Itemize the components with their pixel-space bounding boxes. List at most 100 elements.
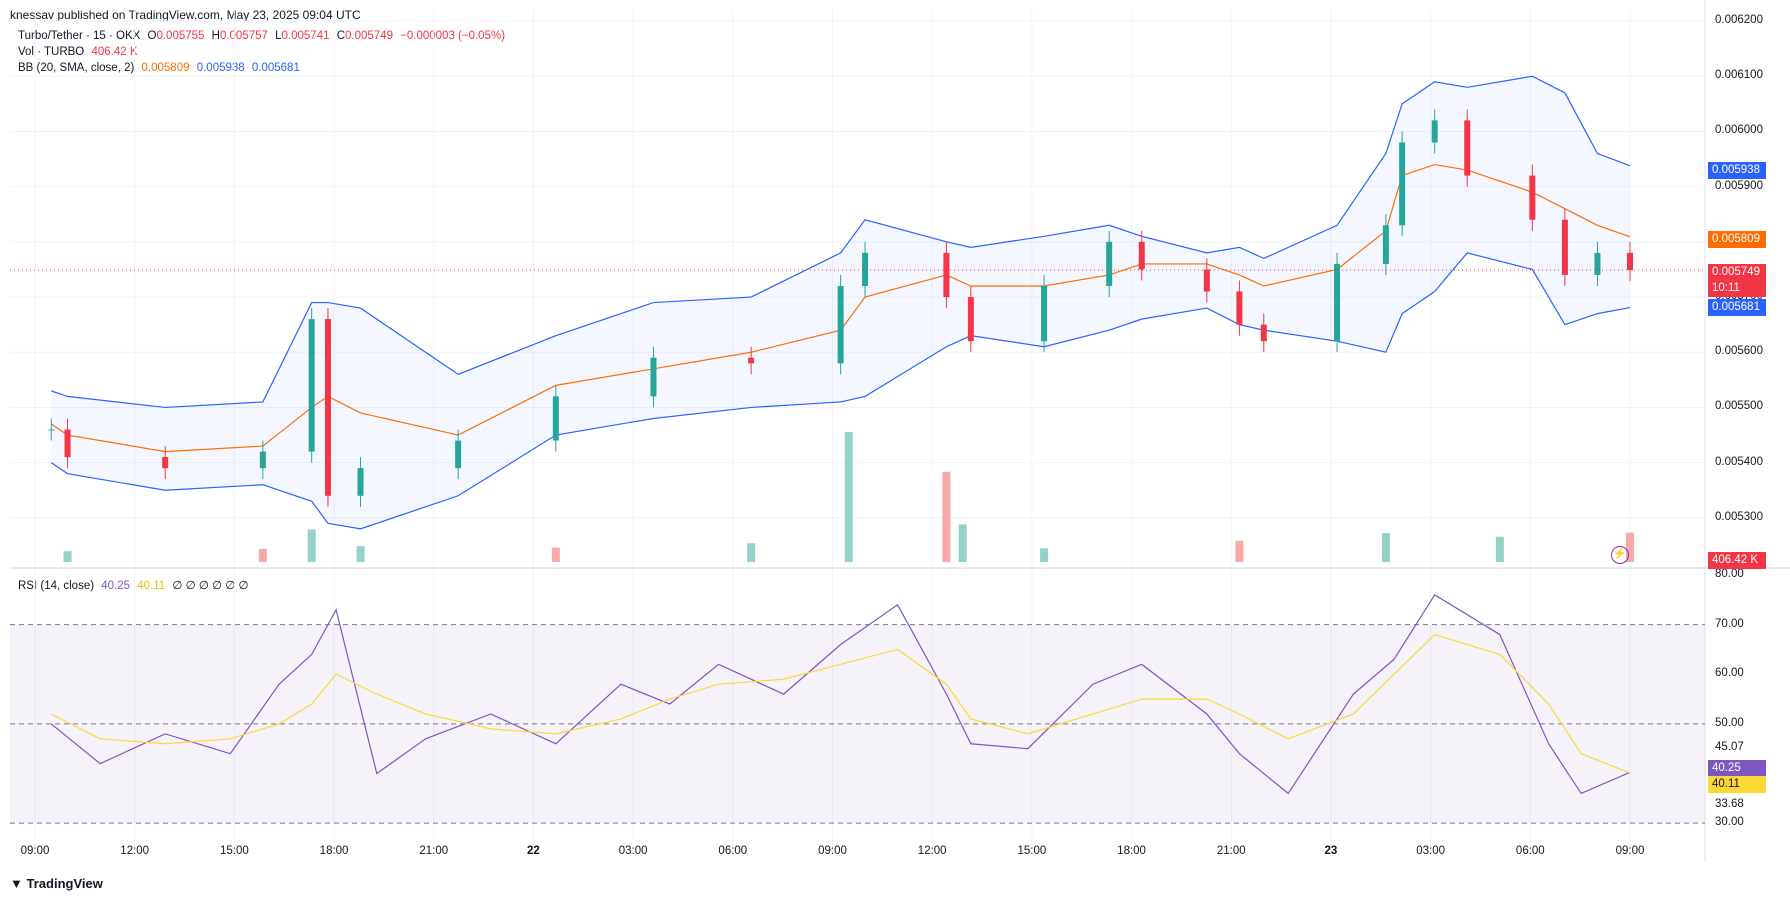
time-tick-label: 22 [527,845,540,857]
rsi-pane [10,594,1705,824]
rsi-extra-values: ∅ ∅ ∅ ∅ ∅ ∅ [172,580,249,592]
time-tick-label: 09:00 [20,845,50,857]
footer-brand: TradingView [26,876,103,891]
time-tick-label: 23 [1324,845,1338,857]
rsi-tick-label: 33.68 [1715,797,1744,810]
candle-body [1594,252,1601,275]
candle-body [650,357,657,397]
grid-lines [10,0,1790,862]
candle-body [1464,120,1471,176]
low-label: L [275,30,282,42]
volume-bar [1495,536,1504,562]
candle-body [308,319,315,452]
time-tick-label: 18:00 [1117,845,1146,857]
volume-bar [356,546,365,562]
time-tick-label: 12:00 [120,845,150,857]
rsi-badge: 40.25 [1708,760,1766,777]
candle-body [1203,269,1210,292]
candle-body [943,252,950,298]
high-value: 0.005757 [219,30,268,42]
candle-body [748,357,755,364]
price-tick-label: 0.005500 [1715,400,1763,413]
volume-bar [63,551,72,562]
price-tick-label: 0.005400 [1715,455,1763,468]
published-header: knessav published on TradingView.com, Ma… [10,8,361,22]
time-tick-label: 09:00 [818,845,847,857]
lightning-icon[interactable]: ⚡ [1611,546,1629,564]
rsi-ma-line [51,633,1631,774]
price-tick-label: 0.006100 [1715,69,1763,82]
candle-body [862,252,869,286]
volume-bar [942,471,951,562]
time-tick-label: 09:00 [1615,845,1645,857]
rsi-legend: RSI (14, close) 40.25 40.11 ∅ ∅ ∅ ∅ ∅ ∅ [18,578,252,592]
rsi-tick-label: 30.00 [1715,816,1744,829]
price-tick-label: 0.006000 [1715,124,1763,137]
candle-body [552,396,559,441]
rsi-tick-label: 50.00 [1715,716,1744,729]
candle-body [1431,120,1438,143]
candle-body [455,440,462,469]
candle-body [967,297,974,342]
bb-label: BB (20, SMA, close, 2) [18,62,135,74]
time-tick-label: 21:00 [1216,845,1246,857]
countdown-badge: 10:11 [1708,280,1766,297]
candle-body [837,286,844,364]
volume-badge: 406.42 K [1708,552,1766,569]
price-tick-label: 0.005900 [1715,179,1763,192]
candle-body [48,429,55,431]
candle-body [1399,142,1406,226]
rsi-line [50,594,1631,795]
symbol-legend: Turbo/Tether · 15 · OKX O0.005755 H0.005… [18,30,509,42]
rsi-value: 40.25 [101,580,131,592]
candle-body [1529,175,1536,220]
time-tick-label: 18:00 [319,845,349,857]
rsi-ma-value: 40.11 [137,580,166,592]
symbol-name: Turbo/Tether · 15 · OKX [18,30,141,42]
volume-bar [1381,533,1390,562]
candle-body [357,468,364,496]
candle-body [1561,219,1568,275]
rsi-tick-label: 70.00 [1715,617,1744,630]
candle-body [324,319,331,496]
time-tick-label: 06:00 [718,845,748,857]
time-tick-label: 03:00 [1416,845,1446,857]
time-tick-label: 15:00 [219,845,249,857]
candle-body [1236,291,1243,325]
tradingview-logo[interactable]: ▼ TradingView [10,876,103,891]
volume-bar [747,543,756,562]
low-value: 0.005741 [281,30,330,42]
candle-body [64,429,71,458]
rsi-tick-label: 80.00 [1715,568,1744,580]
candle-body [1382,225,1389,264]
volume-bar [258,549,267,562]
candle-body [1138,241,1145,270]
change-value: −0.000003 (−0.05%) [400,30,506,42]
time-tick-label: 12:00 [917,845,947,857]
bb-upper-value: 0.005938 [196,62,245,74]
tv-icon: ▼ [10,876,23,891]
candle-body [162,457,169,469]
bb-lower-line [50,252,1631,530]
volume-bar [958,524,967,562]
close-value: 0.005749 [345,30,393,42]
bb-upper-badge: 0.005938 [1708,162,1766,179]
bb-lower-badge: 0.005681 [1708,299,1766,316]
candle-body [1627,252,1633,270]
price-tick-label: 0.005600 [1715,345,1763,358]
time-tick-label: 03:00 [618,845,648,857]
time-tick-label: 06:00 [1515,845,1545,857]
volume-bar [1626,532,1634,562]
time-tick-label: 21:00 [419,845,449,857]
volume-bar [1235,541,1244,562]
candle-body [1106,241,1113,286]
open-value: 0.005755 [156,30,205,42]
bb-legend: BB (20, SMA, close, 2) 0.005809 0.005938… [18,62,304,74]
volume-bars [63,432,1634,562]
candle-body [259,451,266,469]
bb-upper-line [51,75,1631,409]
bb-lower-value: 0.005681 [251,62,300,74]
candle-body [1260,324,1267,342]
bb-basis-value: 0.005809 [141,62,190,74]
